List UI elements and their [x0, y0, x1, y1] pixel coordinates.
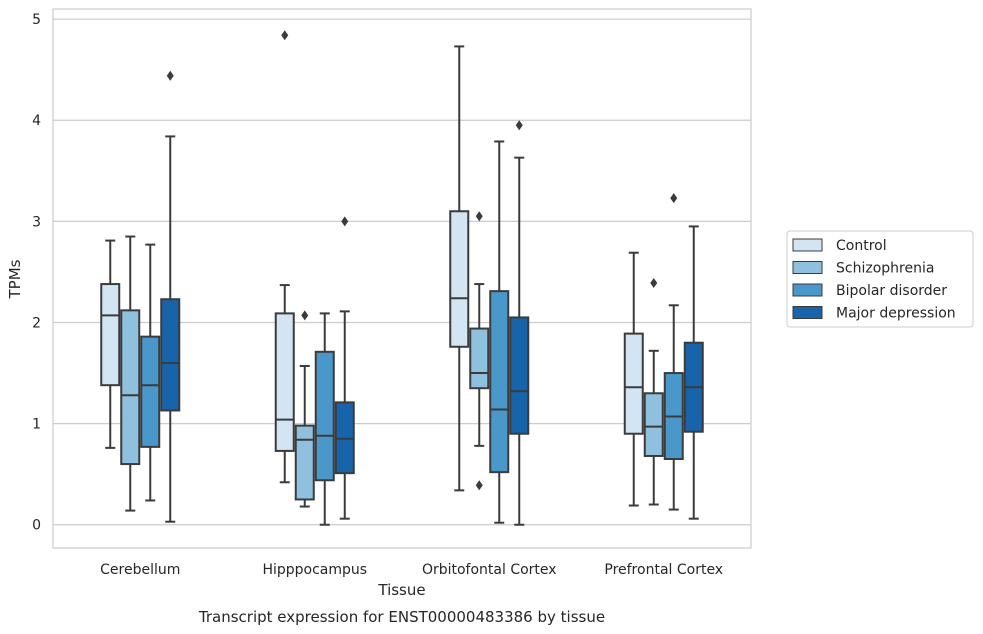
box-schizophrenia [643, 278, 664, 506]
box-major-depression [334, 216, 355, 520]
y-axis-label: TPMs [6, 259, 24, 299]
box-bipolar-disorder [140, 243, 161, 502]
box-iqr [509, 316, 530, 435]
box-iqr [469, 327, 490, 390]
box-iqr [623, 332, 644, 435]
outlier-point [670, 193, 678, 204]
legend-label: Schizophrenia [836, 261, 934, 277]
legend-swatch [792, 283, 823, 297]
y-tick-label: 5 [32, 12, 41, 28]
outlier-point [650, 278, 658, 289]
box-schizophrenia [469, 211, 490, 491]
box-iqr [314, 350, 335, 482]
y-axis-ticks: 0 1 2 3 4 5 [32, 12, 41, 534]
box-iqr [334, 401, 355, 475]
box-iqr [449, 210, 470, 348]
outlier-point [475, 480, 483, 491]
outlier-point [281, 30, 289, 41]
legend-swatch [792, 238, 823, 252]
box-control [623, 251, 644, 507]
box-major-depression [160, 70, 181, 523]
chart-caption: Transcript expression for ENST0000048338… [198, 608, 605, 626]
box-control [100, 239, 121, 449]
outlier-point [301, 310, 309, 321]
box-iqr [489, 290, 510, 474]
y-tick-label: 1 [32, 417, 41, 433]
x-tick-label: Cerebellum [100, 562, 180, 578]
box-schizophrenia [120, 235, 141, 512]
box-bipolar-disorder [314, 312, 335, 526]
box-control [449, 45, 470, 492]
x-tick-label: Orbitofontal Cortex [422, 562, 557, 578]
legend-label: Major depression [836, 306, 956, 322]
outlier-point [475, 211, 483, 222]
box-control [274, 30, 295, 484]
box-iqr [100, 283, 121, 387]
box-major-depression [509, 120, 530, 526]
box-major-depression [683, 225, 704, 520]
legend: Control Schizophrenia Bipolar disorder Majo… [786, 230, 974, 328]
box-iqr [140, 335, 161, 448]
legend-swatch [792, 261, 823, 274]
box-iqr [120, 309, 141, 466]
outlier-point [341, 216, 349, 227]
x-axis-label: Tissue [377, 581, 425, 599]
outlier-point [166, 70, 174, 81]
box-bipolar-disorder [663, 193, 684, 511]
legend-label: Control [836, 238, 887, 254]
x-tick-label: Hipppocampus [262, 562, 367, 578]
y-tick-label: 3 [32, 214, 41, 230]
y-tick-label: 0 [32, 518, 41, 534]
box-schizophrenia [294, 310, 315, 508]
box-bipolar-disorder [489, 140, 510, 524]
outlier-point [515, 120, 523, 131]
y-tick-label: 2 [32, 315, 41, 331]
box-iqr [294, 424, 315, 501]
x-axis-ticks: Cerebellum Hipppocampus Orbitofontal Corte… [100, 562, 723, 578]
legend-label: Bipolar disorder [836, 283, 947, 299]
legend-frame [786, 230, 974, 328]
y-tick-label: 4 [32, 113, 41, 129]
box-iqr [274, 312, 295, 452]
plot-area-frame [52, 8, 752, 549]
box-iqr [160, 298, 181, 412]
box-iqr [643, 392, 664, 457]
legend-swatch [792, 306, 823, 319]
boxes [100, 30, 704, 526]
x-tick-label: Prefrontal Cortex [604, 562, 723, 578]
